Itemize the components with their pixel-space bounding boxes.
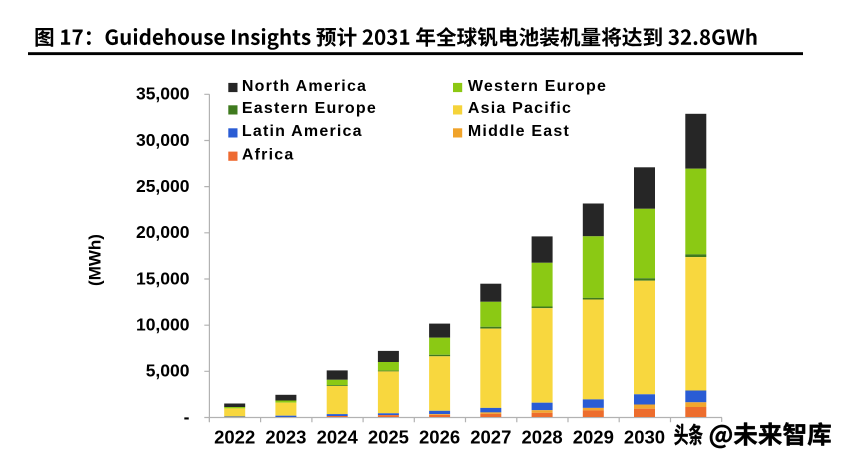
svg-text:2025: 2025 — [368, 426, 409, 447]
svg-text:Latin America: Latin America — [242, 123, 363, 140]
svg-text:35,000: 35,000 — [136, 84, 190, 104]
svg-text:North America: North America — [242, 78, 367, 95]
svg-text:2024: 2024 — [317, 426, 359, 447]
svg-text:2026: 2026 — [419, 426, 460, 447]
svg-text:5,000: 5,000 — [146, 361, 190, 381]
svg-text:Africa: Africa — [242, 147, 295, 164]
svg-text:2027: 2027 — [470, 426, 511, 447]
svg-text:10,000: 10,000 — [136, 315, 190, 335]
svg-text:15,000: 15,000 — [136, 268, 190, 288]
svg-text:-: - — [184, 407, 190, 427]
svg-text:Asia Pacific: Asia Pacific — [468, 100, 572, 117]
svg-text:Eastern Europe: Eastern Europe — [242, 100, 377, 117]
svg-text:2022: 2022 — [214, 426, 255, 447]
svg-text:2030: 2030 — [624, 426, 665, 447]
svg-text:25,000: 25,000 — [136, 176, 190, 196]
svg-text:Middle East: Middle East — [468, 123, 570, 140]
svg-text:2028: 2028 — [522, 426, 563, 447]
svg-text:20,000: 20,000 — [136, 222, 190, 242]
svg-text:30,000: 30,000 — [136, 130, 190, 150]
svg-text:2023: 2023 — [265, 426, 306, 447]
svg-text:Western Europe: Western Europe — [468, 78, 607, 95]
svg-text:(MWh): (MWh) — [86, 234, 105, 286]
svg-text:2029: 2029 — [573, 426, 614, 447]
